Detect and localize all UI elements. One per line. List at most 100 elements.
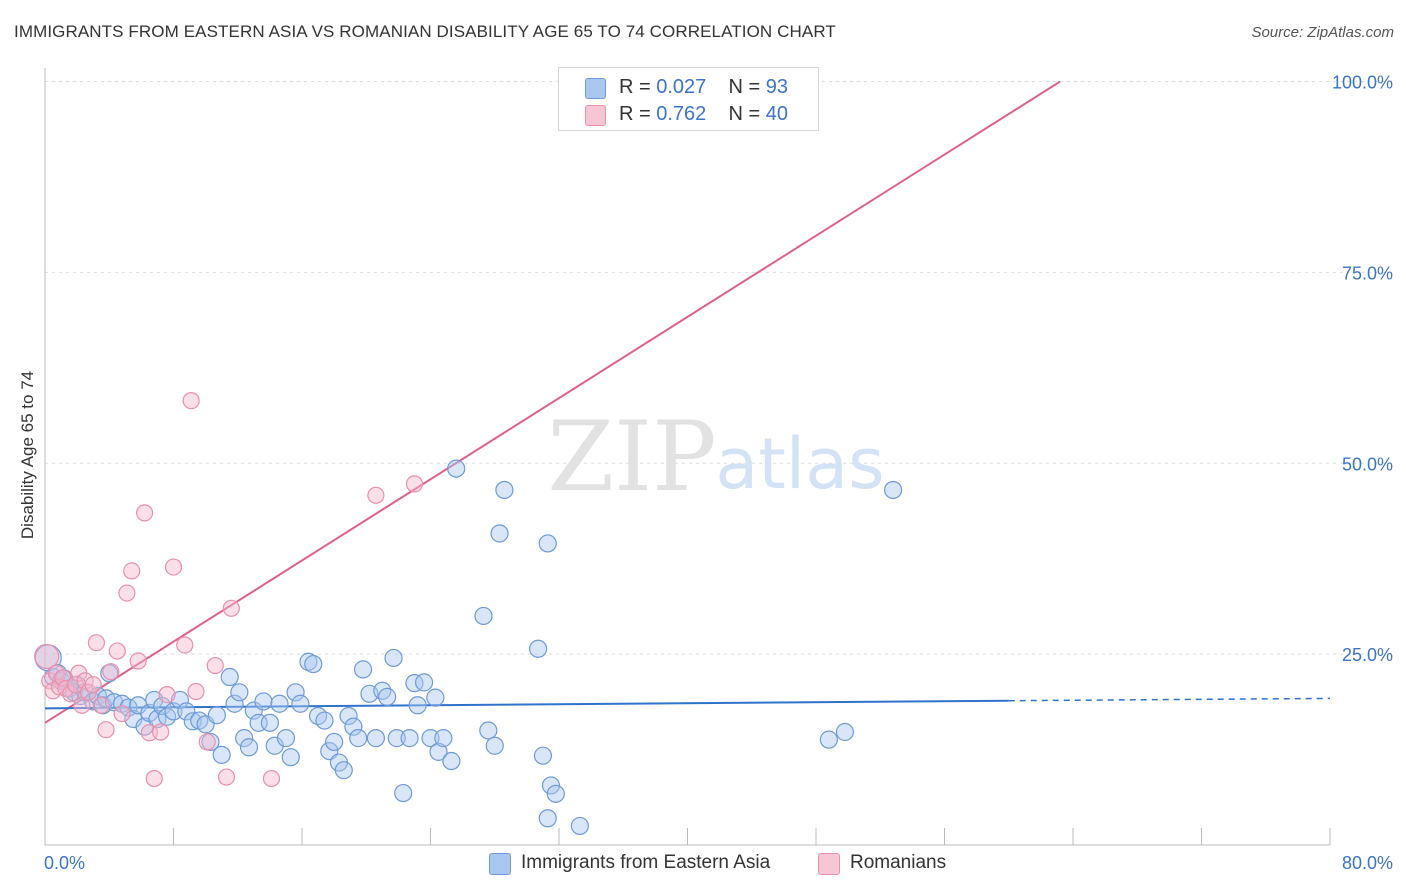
point-eastern-asia [538, 534, 557, 553]
x-tick-label: 0.0% [44, 853, 85, 873]
point-eastern-asia [387, 729, 406, 748]
point-eastern-asia [239, 738, 259, 757]
point-romanians [102, 663, 120, 681]
point-eastern-asia [276, 729, 296, 748]
point-eastern-asia [490, 524, 509, 543]
point-eastern-asia [220, 667, 239, 687]
point-eastern-asia [546, 784, 565, 803]
watermark-atlas: atlas [715, 423, 884, 505]
point-eastern-asia [177, 702, 196, 721]
point-eastern-asia [479, 721, 498, 740]
point-eastern-asia [378, 687, 397, 706]
point-eastern-asia [835, 722, 855, 742]
legend-swatch-pink [585, 105, 606, 126]
legend-n-value-blue: 93 [765, 76, 789, 98]
point-romanians [187, 682, 205, 701]
point-romanians [145, 769, 163, 788]
point-romanians [182, 392, 200, 410]
trend-line-eastern-asia-extension [1008, 697, 1331, 702]
y-tick-label: 50.0% [1342, 454, 1393, 474]
legend-r-label: R = [619, 76, 651, 98]
point-romanians [87, 634, 106, 652]
point-romanians [97, 721, 115, 739]
point-eastern-asia [384, 648, 403, 668]
y-tick-label: 25.0% [1342, 645, 1393, 665]
chart-title: IMMIGRANTS FROM EASTERN ASIA VS ROMANIAN… [14, 22, 836, 41]
trend-line-romanians [44, 80, 1061, 724]
point-romanians [217, 768, 236, 786]
point-eastern-asia [485, 736, 504, 755]
point-eastern-asia [299, 652, 318, 671]
point-eastern-asia [414, 673, 434, 692]
point-romanians [152, 723, 170, 741]
point-eastern-asia [304, 654, 323, 674]
point-eastern-asia [394, 783, 413, 803]
x-tick-label: 80.0% [1342, 853, 1393, 873]
bottom-legend-label-pink: Romanians [850, 852, 947, 873]
point-romanians [62, 685, 80, 703]
point-eastern-asia [434, 729, 453, 748]
point-romanians [262, 769, 281, 788]
legend-swatch-blue [585, 78, 606, 99]
point-eastern-asia [286, 683, 305, 702]
point-eastern-asia [344, 717, 363, 736]
point-eastern-asia [270, 694, 289, 713]
points-romanians [34, 72, 632, 788]
trend-line-eastern-asia [44, 699, 1009, 710]
bottom-legend-swatch-blue [489, 853, 511, 875]
point-romanians [84, 676, 102, 694]
point-eastern-asia [883, 480, 903, 500]
point-romanians [222, 599, 240, 617]
y-tick-label: 100.0% [1332, 73, 1393, 93]
point-eastern-asia [164, 702, 183, 721]
point-eastern-asia [291, 694, 310, 713]
point-eastern-asia [339, 706, 358, 726]
point-eastern-asia [281, 748, 300, 767]
point-eastern-asia [570, 816, 589, 836]
legend-r-label: R = [619, 103, 651, 125]
point-eastern-asia [349, 729, 368, 748]
point-eastern-asia [254, 692, 273, 711]
point-eastern-asia [533, 746, 553, 765]
point-eastern-asia [260, 713, 279, 732]
point-eastern-asia [405, 674, 424, 693]
trend-romanians [44, 80, 1061, 724]
point-eastern-asia [153, 696, 172, 716]
point-eastern-asia [529, 639, 548, 658]
point-romanians [405, 475, 424, 493]
point-eastern-asia [819, 730, 838, 749]
point-romanians [198, 733, 216, 751]
y-tick-label: 75.0% [1342, 263, 1393, 283]
point-romanians [113, 705, 131, 723]
point-eastern-asia [429, 742, 448, 761]
point-eastern-asia [170, 690, 190, 710]
axes [44, 68, 1331, 846]
bottom-legend-label-blue: Immigrants from Eastern Asia [521, 852, 771, 873]
point-eastern-asia [212, 745, 231, 765]
point-romanians [164, 558, 183, 576]
legend: R = 0.027 N = 93 R = 0.762 N = 40 [558, 67, 819, 131]
point-eastern-asia [230, 683, 249, 702]
point-eastern-asia [426, 688, 445, 707]
point-romanians [367, 486, 385, 504]
point-eastern-asia [325, 732, 344, 752]
point-eastern-asia [495, 480, 514, 500]
point-romanians [92, 696, 110, 714]
point-eastern-asia [225, 694, 244, 713]
point-eastern-asia [207, 706, 226, 725]
point-eastern-asia [353, 660, 373, 679]
point-romanians [129, 652, 147, 670]
point-eastern-asia [541, 776, 561, 795]
point-romanians [176, 636, 194, 654]
legend-n-label: N = [728, 103, 761, 125]
point-romanians [108, 642, 126, 660]
point-eastern-asia [408, 696, 427, 715]
legend-r-value-pink: 0.762 [656, 103, 707, 125]
point-eastern-asia [447, 459, 466, 478]
point-eastern-asia [442, 751, 461, 771]
point-eastern-asia [421, 729, 440, 748]
trend-eastern-asia [44, 697, 1331, 710]
point-eastern-asia [538, 809, 557, 828]
point-eastern-asia [334, 761, 353, 780]
